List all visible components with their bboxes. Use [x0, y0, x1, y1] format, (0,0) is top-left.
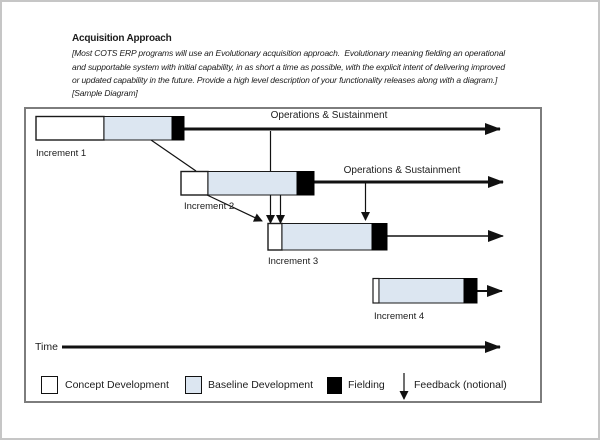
increment3-concept-segment	[267, 222, 283, 251]
legend-concept-swatch	[41, 376, 58, 394]
increment2-bar	[180, 170, 315, 196]
guidance-text-line-3: or updated capability in the future. Pro…	[72, 75, 498, 85]
increment4-concept-segment	[372, 277, 380, 304]
ops-sustainment-label-2: Operations & Sustainment	[343, 165, 461, 176]
increment4-label: Increment 4	[374, 311, 425, 322]
increment2-label: Increment 2	[184, 201, 235, 212]
increment3-bar	[267, 222, 388, 251]
increment3-baseline-segment	[281, 223, 373, 251]
legend-baseline-label: Baseline Development	[208, 379, 314, 391]
time-axis-label: Time	[35, 341, 58, 353]
legend-baseline-swatch	[185, 376, 202, 394]
increment1-concept-segment	[35, 115, 105, 141]
legend-feedback-label: Feedback (notional)	[414, 379, 507, 391]
increment3-label: Increment 3	[268, 256, 319, 267]
increment1-fielding-segment	[171, 116, 185, 141]
increment3-fielding-segment	[371, 223, 388, 251]
legend-concept-label: Concept Development	[65, 379, 169, 391]
increment4-bar	[372, 277, 478, 304]
connector-inc1-to-inc2	[150, 139, 197, 172]
legend-fielding-label: Fielding	[348, 379, 385, 391]
ops-sustainment-label-1: Operations & Sustainment	[270, 110, 388, 121]
increment1-bar	[35, 115, 185, 141]
increment2-concept-segment	[180, 170, 209, 196]
connector-inc2-to-inc3	[206, 194, 263, 222]
guidance-text-line-1: [Most COTS ERP programs will use an Evol…	[72, 48, 506, 58]
section-title: Acquisition Approach	[72, 33, 172, 44]
increment4-baseline-segment	[378, 278, 465, 304]
sample-diagram-note: [Sample Diagram]	[72, 88, 138, 98]
increment1-baseline-segment	[103, 116, 173, 141]
increment4-fielding-segment	[463, 278, 478, 304]
increment2-baseline-segment	[207, 171, 298, 196]
diagram-canvas	[24, 107, 542, 403]
increment1-label: Increment 1	[36, 148, 87, 159]
guidance-text-line-2: and supportable system with initial capa…	[72, 61, 505, 72]
increment2-fielding-segment	[296, 171, 315, 196]
legend-fielding-swatch	[327, 377, 342, 394]
